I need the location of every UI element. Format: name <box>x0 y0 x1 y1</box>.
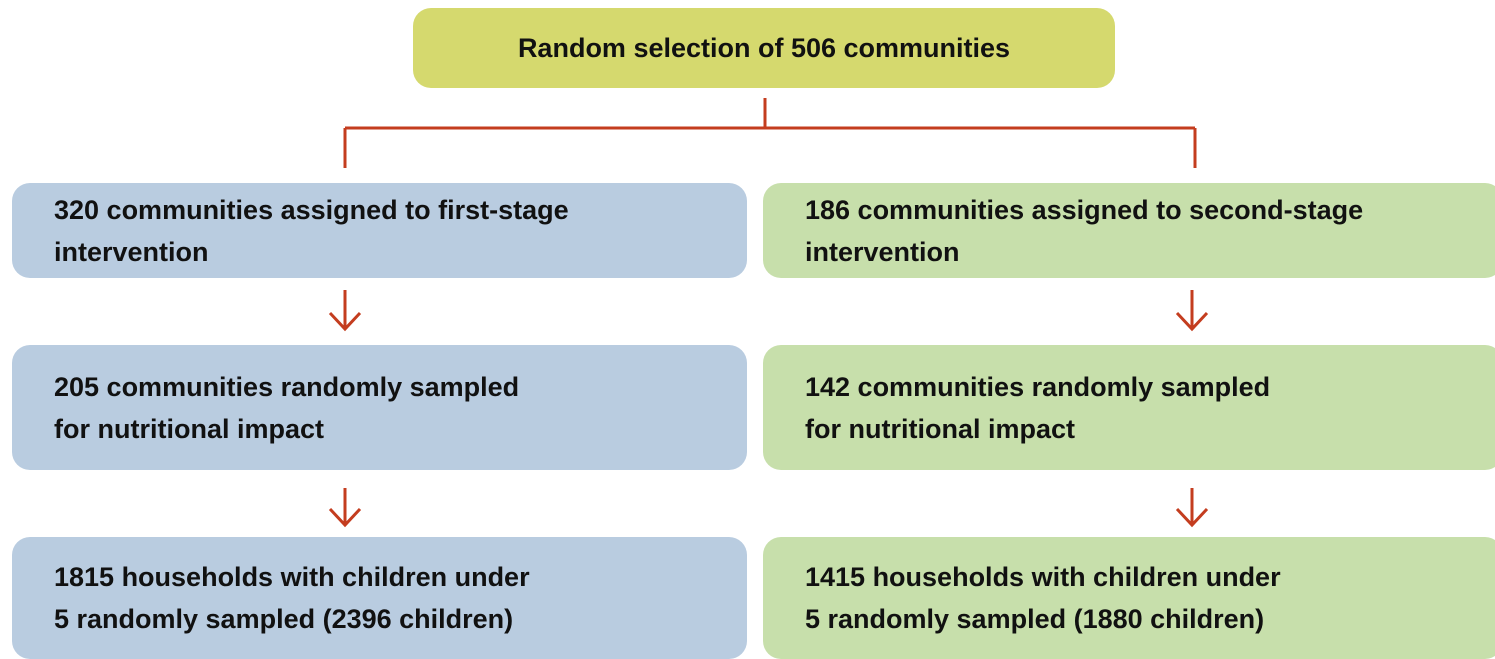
step-text: intervention <box>805 236 960 267</box>
title: Random selection of 506 communities <box>517 33 1011 63</box>
step-box: 205 communities randomly sampled for nutr… <box>12 345 747 470</box>
step-text: 5 randomly sampled (2396 children) <box>54 604 514 634</box>
arrow <box>328 488 362 528</box>
arrow <box>1175 290 1209 332</box>
step-text: for nutritional impact <box>805 413 1075 444</box>
step-box: 142 communities randomly sampled for nutr… <box>763 345 1495 470</box>
step-text: intervention <box>54 236 209 267</box>
step-box: 320 communities assigned to first-stage i… <box>12 183 747 278</box>
step-box: 186 communities assigned to second-stage… <box>763 183 1495 278</box>
arrow <box>328 290 362 332</box>
arrow <box>1175 488 1209 528</box>
step-text: 5 randomly sampled (1880 children) <box>805 604 1265 634</box>
branch-connector <box>343 98 1197 168</box>
step-text: 186 communities assigned to second-stage <box>805 194 1364 225</box>
step-box: 1415 households with children under 5 ran… <box>763 537 1495 659</box>
step-text: 320 communities assigned to first-stage <box>54 194 569 225</box>
step-text: 205 communities randomly sampled <box>54 371 520 402</box>
title-box: Random selection of 506 communities <box>413 8 1115 88</box>
step-text: 1415 households with children under <box>805 562 1281 592</box>
step-text: 142 communities randomly sampled <box>805 371 1271 402</box>
step-text: for nutritional impact <box>54 413 324 444</box>
step-box: 1815 households with children under 5 ran… <box>12 537 747 659</box>
step-text: 1815 households with children under <box>54 562 530 592</box>
